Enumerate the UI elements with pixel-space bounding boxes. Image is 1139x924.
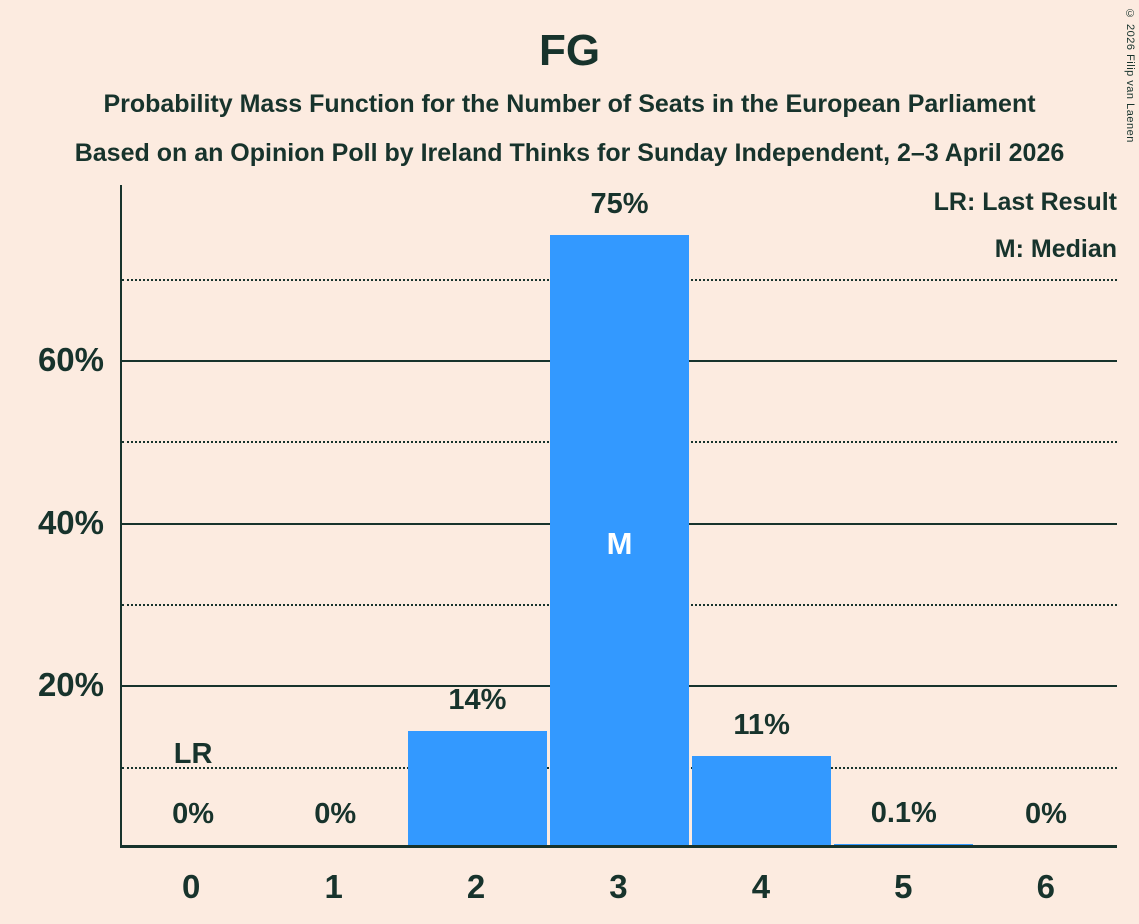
- bar-seats-5: [834, 844, 974, 845]
- x-tick-label-0: 0: [182, 868, 201, 905]
- x-tick-label-5: 5: [894, 868, 913, 905]
- value-label-seats-2: 14%: [448, 684, 507, 717]
- copyright-notice: © 2026 Filip van Laenen: [1124, 8, 1136, 143]
- x-axis-labels: 0 1 2 3 4 5 6: [120, 868, 1117, 906]
- chart-title: FG: [538, 26, 601, 75]
- legend-last-result: LR: Last Result: [933, 188, 1117, 216]
- chart-subtitle-line2: Based on an Opinion Poll by Ireland Thin…: [74, 139, 1065, 167]
- y-tick-label-20: 20%: [37, 666, 104, 704]
- x-tick-label-4: 4: [751, 868, 771, 905]
- value-label-seats-4: 11%: [733, 708, 790, 741]
- plot-area: 0% LR 0% 14% 75% M 11% 0.1% 0%: [120, 185, 1117, 848]
- bar-column-seats-6: 0%: [975, 185, 1117, 845]
- y-tick-label-40: 40%: [37, 503, 104, 541]
- bar-column-seats-3: 75% M: [548, 185, 690, 845]
- legend-median: M: Median: [994, 235, 1117, 263]
- value-label-seats-3: 75%: [590, 187, 649, 220]
- value-label-seats-0: 0%: [172, 798, 215, 830]
- bars-layer: 0% LR 0% 14% 75% M 11% 0.1% 0%: [122, 185, 1117, 845]
- x-tick-label-1: 1: [324, 868, 343, 905]
- chart-subtitle-line1: Probability Mass Function for the Number…: [103, 90, 1036, 118]
- bar-column-seats-1: 0%: [264, 185, 406, 845]
- bar-seats-3: [549, 234, 690, 845]
- y-tick-label-60: 60%: [37, 340, 104, 378]
- value-label-seats-5: 0.1%: [870, 797, 937, 830]
- bar-column-seats-0: 0% LR: [122, 185, 264, 845]
- bar-column-seats-5: 0.1%: [833, 185, 975, 845]
- bar-column-seats-4: 11%: [691, 185, 833, 845]
- x-tick-label-2: 2: [466, 868, 486, 905]
- last-result-marker: LR: [173, 738, 213, 770]
- bar-column-seats-2: 14%: [406, 185, 548, 845]
- bar-seats-4: [692, 755, 832, 845]
- bar-seats-2: [407, 731, 547, 845]
- median-marker: M: [606, 526, 633, 561]
- x-tick-label-3: 3: [609, 868, 628, 905]
- value-label-seats-1: 0%: [314, 798, 357, 830]
- value-label-seats-6: 0%: [1024, 798, 1067, 830]
- x-tick-label-6: 6: [1036, 868, 1055, 905]
